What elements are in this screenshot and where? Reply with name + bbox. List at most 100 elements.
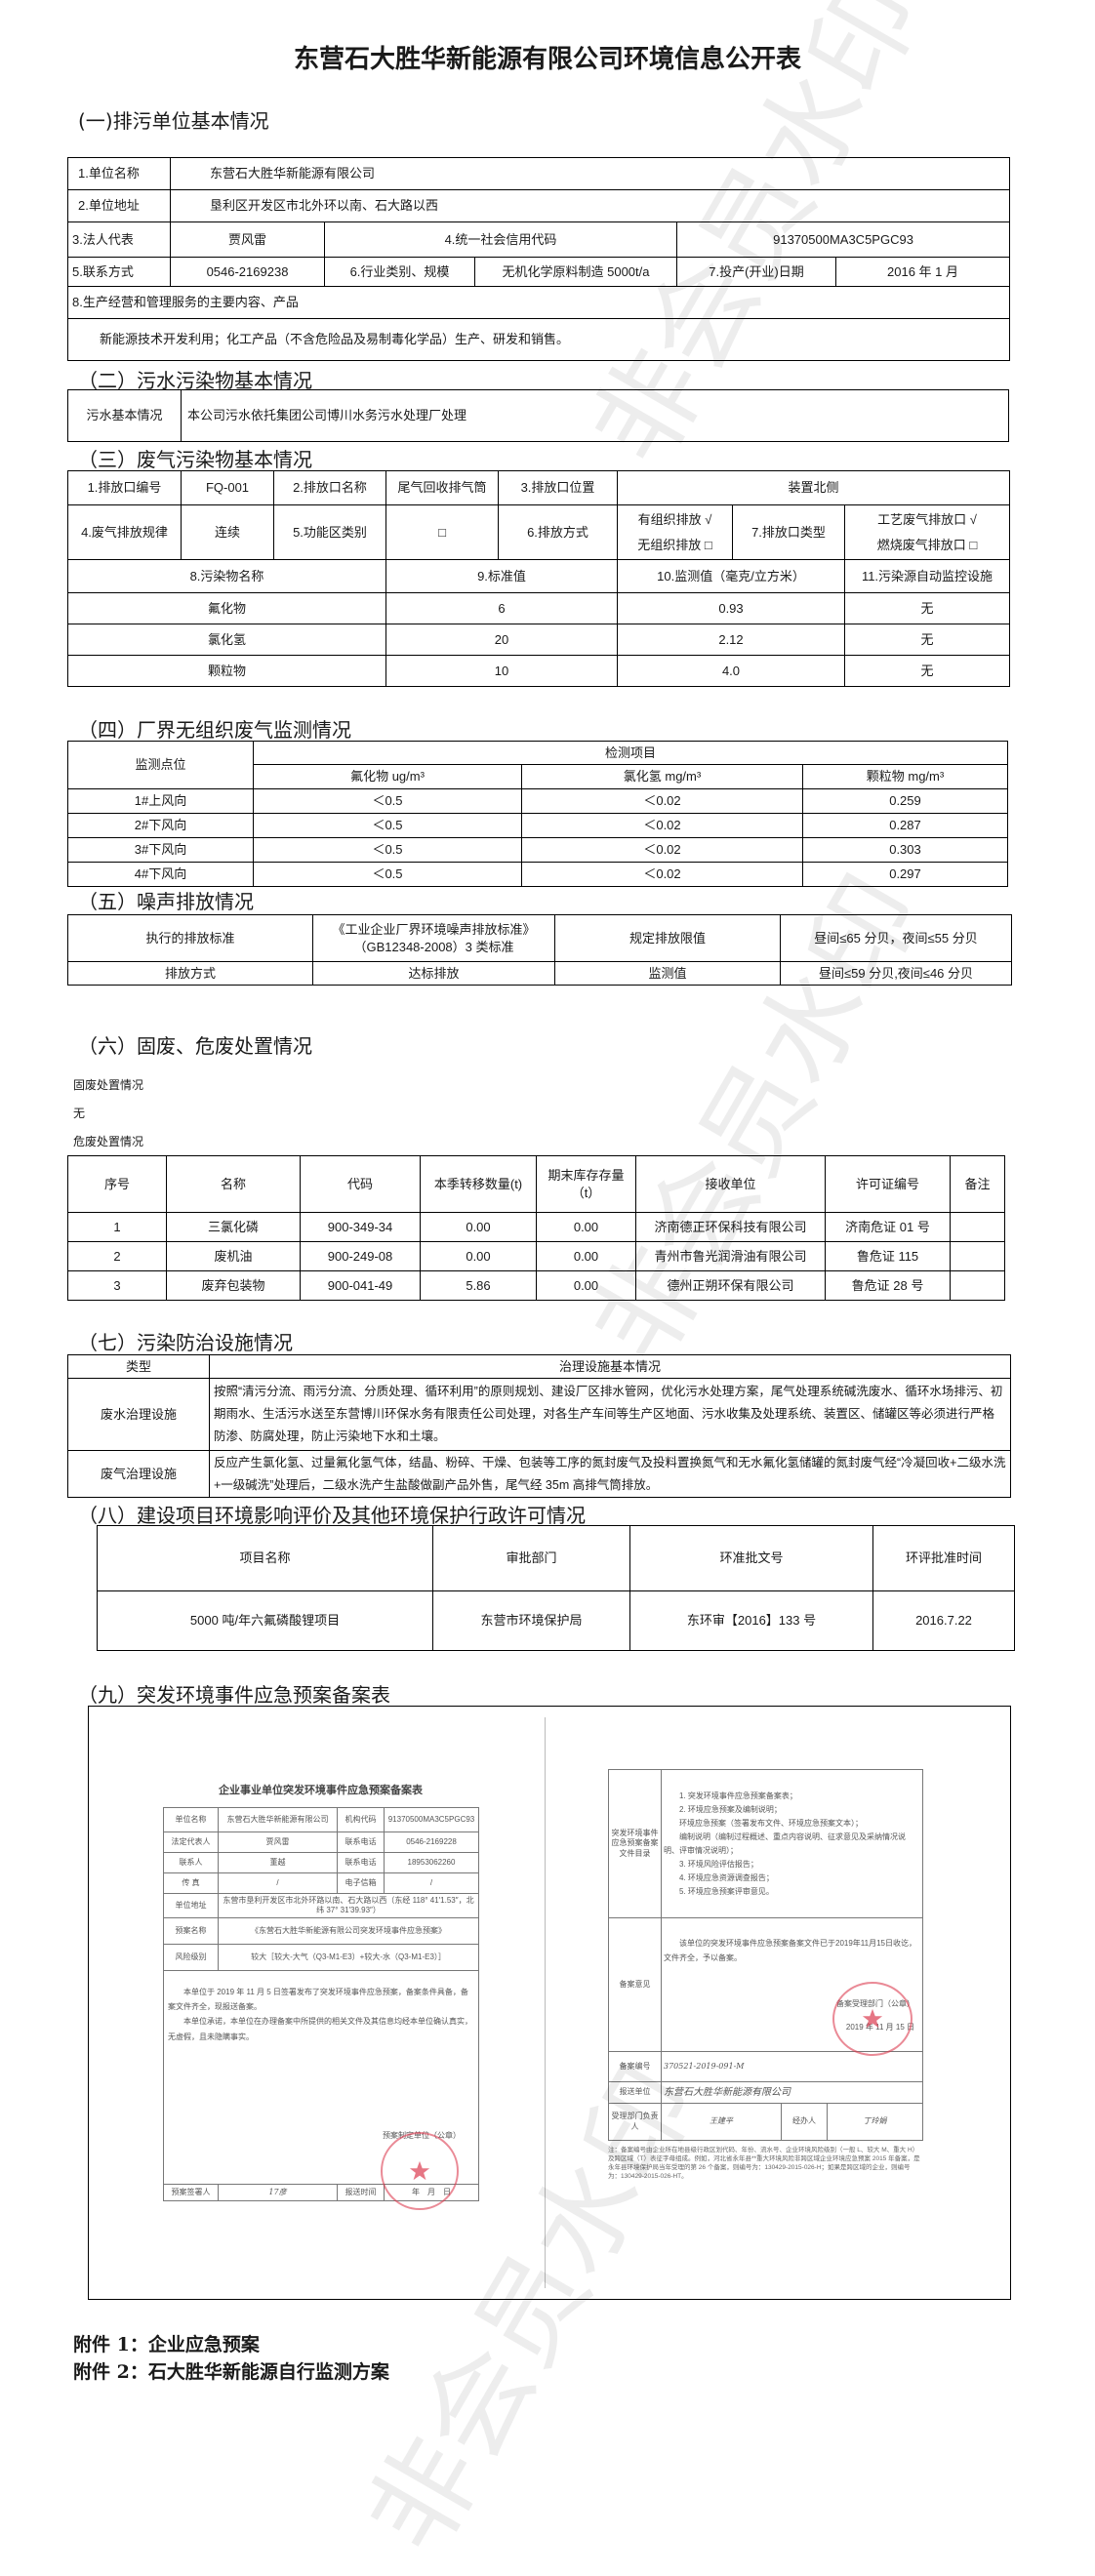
site: 4#下风向 xyxy=(67,862,254,887)
form-label: 备案意见 xyxy=(608,1917,662,2052)
measured-label: 监测值 xyxy=(554,961,781,986)
table-row: 2#下风向 ＜0.5 ＜0.02 0.287 xyxy=(67,813,1008,838)
credit-code-value: 91370500MA3C5PGC93 xyxy=(675,221,1011,258)
value: 0.297 xyxy=(802,862,1008,887)
signature: 王建平 xyxy=(661,2103,782,2141)
hazardous-waste-label: 危废处置情况 xyxy=(73,1135,144,1148)
page-title: 东营石大胜华新能源有限公司环境信息公开表 xyxy=(293,45,801,74)
mode-value: 达标排放 xyxy=(312,961,555,986)
type: 废水治理设施 xyxy=(67,1378,210,1451)
col-header: 项目名称 xyxy=(97,1525,433,1591)
form-value: 《东营石大胜华新能源有限公司突发环境事件应急预案》 xyxy=(218,1917,479,1945)
cell: 济南危证 01 号 xyxy=(825,1212,951,1242)
col-header: 环准批文号 xyxy=(629,1525,873,1591)
col-header: 审批部门 xyxy=(432,1525,630,1591)
form-label: 报送时间 xyxy=(337,2184,385,2201)
project-name: 5000 吨/年六氟磷酸锂项目 xyxy=(97,1590,433,1651)
cell: 900-349-34 xyxy=(300,1212,421,1242)
dir-item: 3. 环境风险评估报告； xyxy=(679,1859,758,1869)
standard: 10 xyxy=(385,655,618,687)
monitoring: 无 xyxy=(844,592,1010,624)
col-header: 序号 xyxy=(67,1155,167,1213)
outlet-location-label: 3.排放口位置 xyxy=(498,470,618,505)
submitting-unit: 东营石大胜华新能源有限公司 xyxy=(660,2081,924,2104)
dir-item: 5. 环境应急预案评审意见。 xyxy=(679,1886,774,1896)
section-1-heading: (一)排污单位基本情况 xyxy=(78,109,269,133)
limit-value: 昼间≤65 分贝，夜间≤55 分贝 xyxy=(780,914,1012,962)
noise-table: 执行的排放标准 《工业企业厂界环境噪声排放标准》（GB12348-2008）3 类… xyxy=(67,914,1012,986)
section-8-heading: （八）建设项目环境影响评价及其他环境保护行政许可情况 xyxy=(78,1504,586,1527)
col-header: 颗粒物 mg/m³ xyxy=(802,764,1008,789)
unit-basic-info-table: 1.单位名称 东营石大胜华新能源有限公司 2.单位地址 垦利区开发区市北外环以南、石… xyxy=(66,157,1011,361)
cell: 0.00 xyxy=(536,1212,636,1242)
combustion-outlet-option: 燃烧废气排放口 □ xyxy=(876,537,978,552)
filing-note: 注：备案编号由企业所在地县级行政区划代码、年份、流水号、企业环境风险级别（一般 … xyxy=(608,2147,920,2181)
filing-form-title: 企业事业单位突发环境事件应急预案备案表 xyxy=(219,1784,423,1796)
monitoring: 无 xyxy=(844,655,1010,687)
value: ＜0.02 xyxy=(521,813,803,838)
table-row: 废气治理设施 反应产生氯化氢、过量氟化氢气体，结晶、粉碎、干燥、包装等工序的氮封废… xyxy=(67,1450,1011,1498)
form-label: 电子信箱 xyxy=(337,1872,385,1894)
col-header: 9.标准值 xyxy=(385,559,618,593)
value: ＜0.5 xyxy=(253,862,522,887)
credit-code-label: 4.统一社会信用代码 xyxy=(324,221,677,258)
cell: 3 xyxy=(67,1270,167,1301)
value: ＜0.5 xyxy=(253,837,522,863)
value: ＜0.02 xyxy=(521,788,803,814)
table-row: 颗粒物 10 4.0 无 xyxy=(67,655,1010,687)
cell: 德州正朔环保有限公司 xyxy=(635,1270,826,1301)
page-divider xyxy=(545,1717,546,2288)
boundary-monitoring-table: 监测点位 检测项目 氟化物 ug/m³ 氯化氢 mg/m³ 颗粒物 mg/m³ 1#上… xyxy=(67,741,1008,887)
filing-opinion: 该单位的突发环境事件应急预案备案文件已于2019年11月15日收讫，文件齐全，予… xyxy=(664,1939,916,1963)
table-row: 1#上风向 ＜0.5 ＜0.02 0.259 xyxy=(67,788,1008,814)
organized-emission-option: 有组织排放 √ xyxy=(637,511,712,527)
emission-pattern-value: 连续 xyxy=(181,504,274,560)
cell: 0.00 xyxy=(420,1241,537,1271)
form-label: 传 真 xyxy=(163,1872,219,1894)
unit-name-label: 1.单位名称 xyxy=(67,157,171,190)
form-label: 风险级别 xyxy=(163,1944,219,1971)
agency-seal xyxy=(832,1982,912,2056)
cell: 2 xyxy=(67,1241,167,1271)
col-header: 环评批准时间 xyxy=(872,1525,1015,1591)
table-row: 3#下风向 ＜0.5 ＜0.02 0.303 xyxy=(67,837,1008,863)
unorganized-emission-option: 无组织排放 □ xyxy=(637,537,712,552)
cell: 废机油 xyxy=(166,1241,301,1271)
limit-label: 规定排放限值 xyxy=(554,914,781,962)
section-2-heading: （二）污水污染物基本情况 xyxy=(78,369,312,392)
approval-dept: 东营市环境保护局 xyxy=(432,1590,630,1651)
hazardous-waste-table: 序号 名称 代码 本季转移数量(t) 期末库存存量（t） 接收单位 许可证编号 备注 1 三氯化… xyxy=(67,1155,1005,1301)
solid-waste-value: 无 xyxy=(73,1107,86,1120)
company-seal xyxy=(381,2132,459,2210)
col-header: 本季转移数量(t) xyxy=(420,1155,537,1213)
appendix-1[interactable]: 附件 1：企业应急预案 xyxy=(73,2334,260,2355)
value: ＜0.02 xyxy=(521,837,803,863)
form-value: 0546-2169228 xyxy=(384,1831,479,1853)
standard-label: 执行的排放标准 xyxy=(67,914,313,962)
value: 0.287 xyxy=(802,813,1008,838)
value: ＜0.5 xyxy=(253,788,522,814)
contact-value: 0546-2169238 xyxy=(170,257,325,287)
col-header: 期末库存存量（t） xyxy=(536,1155,636,1213)
solid-waste-label: 固废处置情况 xyxy=(73,1078,144,1092)
cell: 5.86 xyxy=(420,1270,537,1301)
form-label: 预案名称 xyxy=(163,1917,219,1945)
table-row: 氯化氢 20 2.12 无 xyxy=(67,624,1010,656)
measured: 2.12 xyxy=(617,624,845,656)
star-icon xyxy=(409,2160,430,2181)
unit-name-value: 东营石大胜华新能源有限公司 xyxy=(169,157,1011,190)
outlet-id-value: FQ-001 xyxy=(181,470,274,505)
site-header: 监测点位 xyxy=(67,741,254,789)
business-value: 新能源技术开发利用；化工产品（不含危险品及易制毒化学品）生产、研发和销售。 xyxy=(66,318,1011,361)
filing-scan-frame xyxy=(88,1706,1011,2300)
wastewater-value: 本公司污水依托集团公司博川水务污水处理厂处理 xyxy=(181,389,1009,442)
standard-value: 《工业企业厂界环境噪声排放标准》（GB12348-2008）3 类标准 xyxy=(312,914,555,962)
signature: 17彦 xyxy=(218,2184,338,2201)
standard: 6 xyxy=(385,592,618,624)
outlet-type-label: 7.排放口类型 xyxy=(732,504,845,560)
start-date-label: 7.投产(开业)日期 xyxy=(676,257,836,287)
pollutant: 颗粒物 xyxy=(67,655,386,687)
form-value: 较大［较大-大气（Q3-M1-E3）+较大-水（Q3-M1-E3）］ xyxy=(218,1944,479,1971)
form-label: 单位地址 xyxy=(163,1893,219,1918)
appendix-2[interactable]: 附件 2：石大胜华新能源自行监测方案 xyxy=(73,2361,389,2383)
